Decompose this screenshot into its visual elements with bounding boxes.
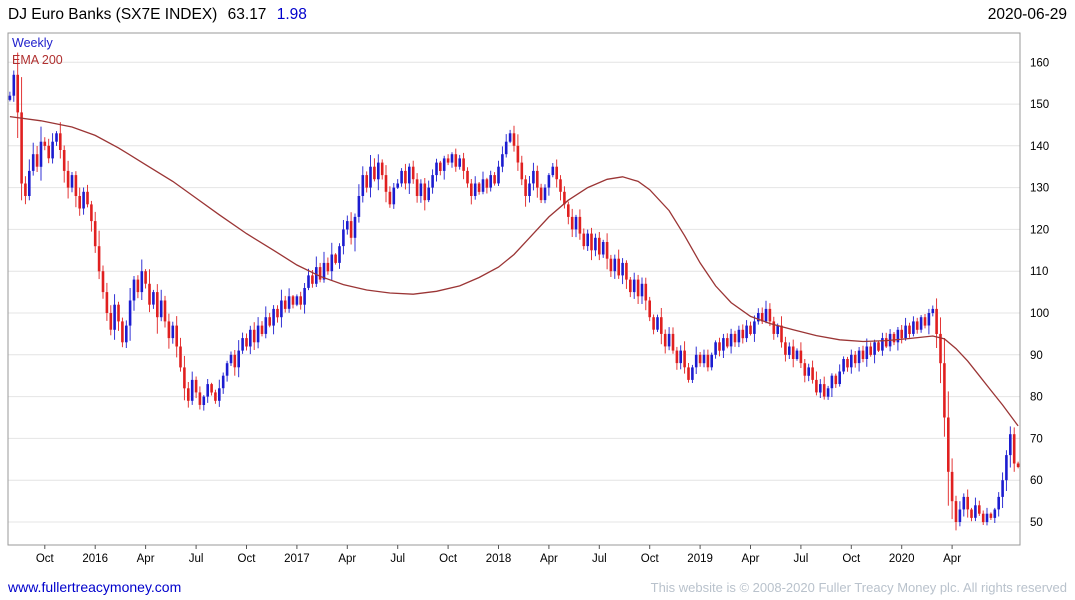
svg-text:Jul: Jul [592,553,607,565]
svg-text:Oct: Oct [641,553,660,565]
svg-text:120: 120 [1030,224,1049,236]
frequency-label: Weekly [12,36,53,50]
svg-text:80: 80 [1030,392,1043,404]
ema-overlay-label: EMA 200 [12,53,63,67]
svg-text:2018: 2018 [486,553,512,565]
svg-text:Apr: Apr [338,553,356,565]
svg-text:50: 50 [1030,517,1043,529]
svg-text:Apr: Apr [943,553,961,565]
svg-text:90: 90 [1030,350,1043,362]
chart-date: 2020-06-29 [987,6,1067,23]
svg-text:Oct: Oct [238,553,257,565]
svg-text:2017: 2017 [284,553,310,565]
copyright-text: This website is © 2008-2020 Fuller Treac… [650,580,1067,595]
svg-text:Oct: Oct [439,553,458,565]
svg-text:Apr: Apr [742,553,760,565]
svg-text:Jul: Jul [794,553,809,565]
svg-text:Jul: Jul [189,553,204,565]
svg-text:140: 140 [1030,141,1049,153]
candlestick-chart: 50 60 70 80 90 100 110 120 130 140 150 160 Oct 2016 Ap… [7,32,1049,565]
svg-text:Oct: Oct [842,553,861,565]
svg-text:100: 100 [1030,308,1049,320]
svg-text:Apr: Apr [137,553,155,565]
last-price: 63.17 [227,6,267,23]
svg-text:2019: 2019 [687,553,713,565]
price-chart: 50 60 70 80 90 100 110 120 130 140 150 160 Oct 2016 Ap… [7,32,1049,565]
svg-text:150: 150 [1030,99,1049,111]
chart-header: DJ Euro Banks (SX7E INDEX) 63.17 1.98 20… [8,6,1067,24]
svg-text:60: 60 [1030,475,1043,487]
svg-text:130: 130 [1030,183,1049,195]
svg-text:160: 160 [1030,57,1049,69]
instrument-title: DJ Euro Banks (SX7E INDEX) [8,6,218,23]
svg-text:2020: 2020 [889,553,915,565]
svg-text:Jul: Jul [390,553,405,565]
price-change: 1.98 [276,6,307,23]
svg-text:110: 110 [1030,266,1048,278]
title-group: DJ Euro Banks (SX7E INDEX) 63.17 1.98 [8,6,313,24]
page-footer: www.fullertreacymoney.com This website i… [8,579,1067,595]
svg-text:Apr: Apr [540,553,558,565]
website-link[interactable]: www.fullertreacymoney.com [8,579,182,595]
svg-text:Oct: Oct [36,553,55,565]
svg-text:70: 70 [1030,433,1043,445]
svg-text:2016: 2016 [82,553,108,565]
